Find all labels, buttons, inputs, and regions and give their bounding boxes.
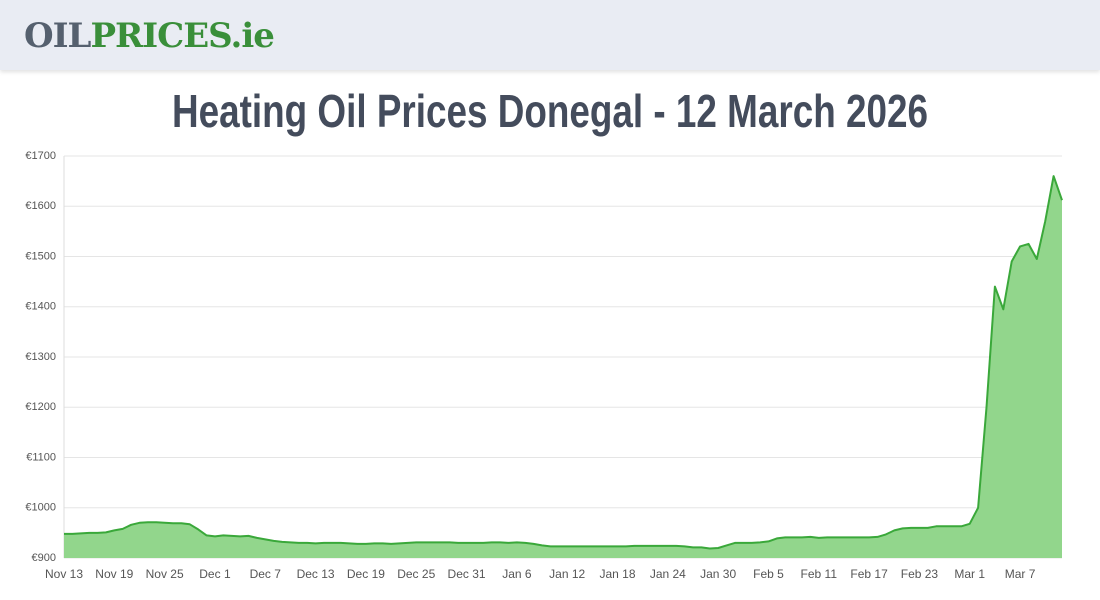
y-tick-label: €1400 [25,301,56,313]
chart-title: Heating Oil Prices Donegal - 12 March 20… [172,85,928,137]
x-tick-label: Jan 6 [502,567,532,581]
line [64,175,1063,550]
header: OILPRICES.ie [0,0,1100,70]
x-tick-label: Dec 25 [397,567,435,581]
y-tick-label: €1100 [26,451,56,463]
x-tick-label: Jan 30 [700,567,736,581]
y-tick-label: €1600 [25,200,56,212]
logo[interactable]: OILPRICES.ie [24,16,275,56]
x-tick-label: Feb 5 [753,567,784,581]
x-tick-label: Dec 13 [297,567,335,581]
x-tick-label: Mar 1 [954,567,985,581]
x-tick-label: Jan 24 [650,567,686,581]
y-tick-label: €1200 [25,401,56,413]
x-tick-label: Jan 12 [549,567,585,581]
x-tick-label: Dec 19 [347,567,385,581]
x-tick-label: Dec 31 [448,567,486,581]
y-tick-label: €1000 [25,502,56,514]
y-tick-label: €1700 [25,150,56,162]
x-tick-label: Feb 11 [801,567,838,581]
x-tick-label: Mar 7 [1005,567,1036,581]
y-tick-label: €900 [32,552,56,564]
x-tick-label: Nov 19 [95,567,133,581]
y-tick-label: €1500 [25,250,56,262]
x-tick-label: Nov 13 [45,567,83,581]
y-tick-label: €1300 [25,351,56,363]
x-tick-label: Dec 1 [199,567,231,581]
logo-text: PRICES.ie [90,16,274,56]
area [64,176,1062,558]
x-tick-label: Feb 23 [901,567,939,581]
x-tick-label: Dec 7 [250,567,282,581]
logo-text: OIL [24,16,91,56]
x-tick-label: Jan 18 [599,567,635,581]
x-tick-label: Feb 17 [850,567,888,581]
x-tick-label: Nov 25 [146,567,184,581]
